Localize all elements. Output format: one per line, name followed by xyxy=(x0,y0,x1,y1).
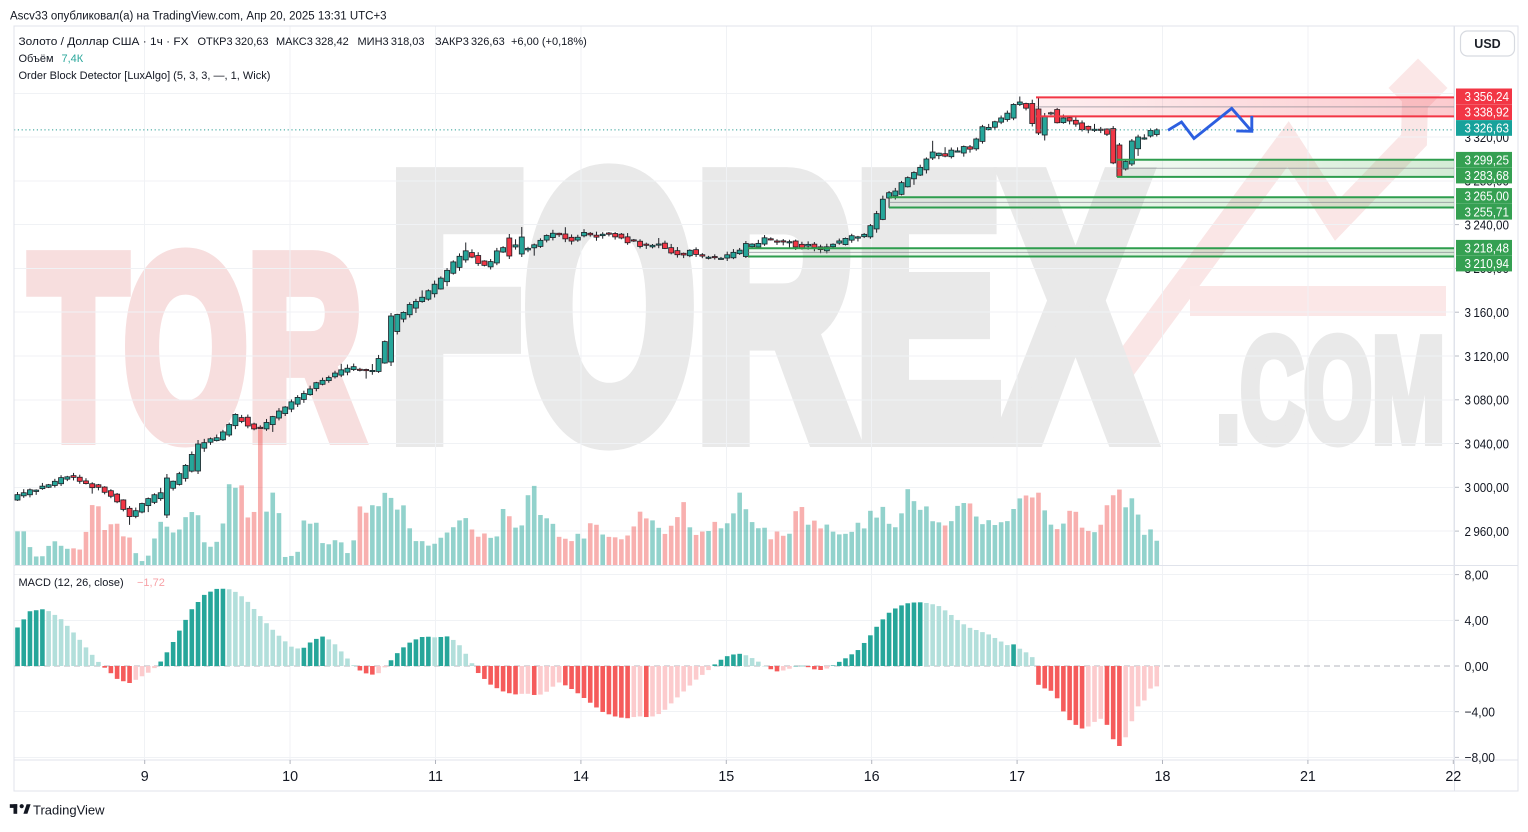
svg-text:7,4К: 7,4К xyxy=(62,53,84,65)
svg-text:3 299,25: 3 299,25 xyxy=(1465,152,1510,167)
svg-text:3 000,00: 3 000,00 xyxy=(1465,480,1510,495)
svg-text:+6,00 (+0,18%): +6,00 (+0,18%) xyxy=(511,36,587,48)
svg-text:Объём: Объём xyxy=(19,53,54,65)
svg-text:18: 18 xyxy=(1155,769,1171,785)
svg-text:17: 17 xyxy=(1009,769,1025,785)
svg-text:9: 9 xyxy=(141,769,149,785)
svg-text:МИН3 318,03: МИН3 318,03 xyxy=(358,36,425,48)
svg-text:0,00: 0,00 xyxy=(1465,659,1489,674)
svg-text:16: 16 xyxy=(864,769,880,785)
svg-text:22: 22 xyxy=(1445,769,1461,785)
svg-text:.COM: .COM xyxy=(1216,308,1445,473)
svg-text:3 040,00: 3 040,00 xyxy=(1465,436,1510,451)
svg-text:−4,00: −4,00 xyxy=(1465,705,1496,720)
svg-text:11: 11 xyxy=(428,769,443,785)
svg-text:МАКС3 328,42: МАКС3 328,42 xyxy=(276,36,349,48)
svg-text:−1,72: −1,72 xyxy=(137,577,165,589)
svg-text:3 120,00: 3 120,00 xyxy=(1465,349,1510,364)
svg-text:3 283,68: 3 283,68 xyxy=(1465,168,1510,183)
svg-text:ОТКР3 320,63: ОТКР3 320,63 xyxy=(198,36,269,48)
svg-text:3 210,94: 3 210,94 xyxy=(1465,256,1510,271)
svg-text:−8,00: −8,00 xyxy=(1465,750,1496,765)
svg-text:Order Block Detector [LuxAlgo]: Order Block Detector [LuxAlgo] (5, 3, 3,… xyxy=(19,70,271,82)
svg-text:MACD (12, 26, close): MACD (12, 26, close) xyxy=(19,577,124,589)
svg-text:15: 15 xyxy=(718,769,734,785)
svg-text:3 326,63: 3 326,63 xyxy=(1465,121,1510,136)
svg-text:3 255,71: 3 255,71 xyxy=(1465,204,1510,219)
svg-text:Ascv33 опубликовал(а) на Tradi: Ascv33 опубликовал(а) на TradingView.com… xyxy=(10,10,387,22)
svg-text:21: 21 xyxy=(1300,769,1316,785)
svg-text:4,00: 4,00 xyxy=(1465,613,1489,628)
svg-text:3 265,00: 3 265,00 xyxy=(1465,189,1510,204)
svg-text:USD: USD xyxy=(1474,37,1500,51)
svg-text:ЗАКР3 326,63: ЗАКР3 326,63 xyxy=(435,36,505,48)
svg-text:3 356,24: 3 356,24 xyxy=(1465,89,1510,104)
svg-text:3 240,00: 3 240,00 xyxy=(1465,217,1510,232)
svg-text:14: 14 xyxy=(573,769,589,785)
svg-text:FOREX: FOREX xyxy=(389,101,1150,513)
svg-text:Золото / Доллар США · 1ч · FX: Золото / Доллар США · 1ч · FX xyxy=(19,36,190,48)
svg-text:3 218,48: 3 218,48 xyxy=(1465,240,1510,255)
svg-text:3 080,00: 3 080,00 xyxy=(1465,393,1510,408)
svg-text:3 338,92: 3 338,92 xyxy=(1465,105,1510,120)
svg-text:TradingView: TradingView xyxy=(33,803,105,818)
svg-text:10: 10 xyxy=(282,769,298,785)
svg-text:3 160,00: 3 160,00 xyxy=(1465,305,1510,320)
svg-text:2 960,00: 2 960,00 xyxy=(1465,524,1510,539)
svg-text:8,00: 8,00 xyxy=(1465,567,1489,582)
